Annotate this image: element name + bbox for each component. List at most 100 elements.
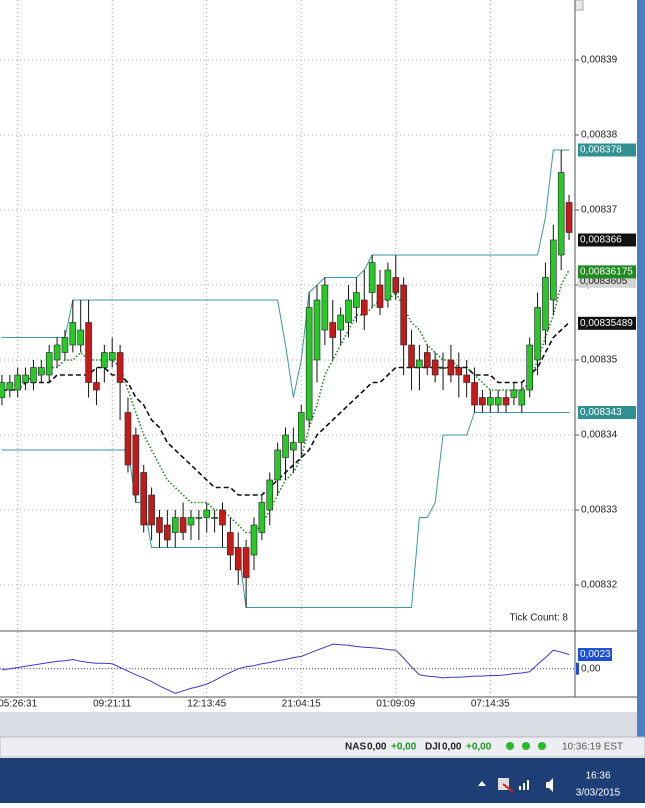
x-tick-label: 21:04:15	[282, 699, 321, 710]
price-label-box	[578, 265, 636, 279]
tray-icons[interactable]	[478, 778, 553, 793]
candle-body	[274, 449, 281, 481]
candle-body	[242, 547, 250, 578]
candle-body	[93, 382, 100, 391]
y-tick-label: 0,00837	[581, 205, 618, 216]
price-label: 0,00835489	[580, 318, 633, 329]
candle-body	[164, 524, 171, 541]
candle-body	[258, 502, 266, 533]
candle-body	[53, 344, 61, 361]
x-tick-label: 01:09:09	[376, 699, 415, 710]
x-tick-label: 07:14:35	[471, 699, 510, 710]
price-label: 0,008343	[580, 407, 622, 418]
candle-body	[6, 382, 14, 391]
candle-body	[557, 172, 565, 256]
last-value-box	[578, 648, 612, 662]
candle-body	[534, 307, 541, 361]
candle-body	[195, 517, 203, 519]
scroll-arrow[interactable]	[574, 0, 584, 11]
candle-body	[526, 344, 533, 391]
candle-body	[211, 517, 218, 519]
y-tick-label: 0,00832	[581, 580, 618, 591]
candle-body	[227, 532, 234, 556]
chart-layer: 05:26:31 09:21:11 12:13:45 21:04:15 01:09:09…	[0, 0, 636, 710]
candle-body	[360, 299, 368, 316]
candle-body	[305, 307, 313, 421]
candle-body	[266, 479, 274, 511]
price-label-box	[578, 143, 636, 157]
candle-body	[471, 382, 478, 406]
candle-body	[179, 517, 187, 533]
candle-body	[234, 547, 242, 571]
candle-body	[392, 277, 400, 293]
candle-body	[219, 509, 226, 526]
price-label-box	[578, 316, 636, 330]
clock-date: 3/03/2015	[576, 788, 621, 799]
oscillator-line	[1, 643, 570, 694]
candle-body	[479, 397, 486, 406]
candle-body	[250, 524, 258, 556]
candle-body	[171, 517, 179, 533]
candle-body	[447, 359, 455, 376]
dji-value: 0,00	[442, 742, 462, 753]
candle-body	[14, 374, 21, 391]
candle-body	[22, 374, 29, 383]
dji-label: DJI	[425, 742, 441, 753]
overlay-line	[1, 149, 570, 398]
candle-body	[132, 434, 140, 496]
candle-body	[518, 389, 526, 406]
candle-body	[463, 374, 470, 383]
candle-body	[140, 472, 148, 526]
candle-body	[423, 352, 431, 368]
y-tick-label: 0,00835	[581, 355, 618, 366]
x-tick-label: 12:13:45	[187, 699, 226, 710]
x-tick-label: 05:26:31	[0, 699, 38, 710]
candle-body	[345, 299, 352, 323]
candle-body	[510, 389, 518, 398]
candle-body	[203, 509, 211, 518]
candle-body	[455, 367, 463, 376]
candle-body	[486, 397, 494, 406]
clock-time: 16:36	[585, 771, 610, 782]
candle-body	[290, 442, 297, 451]
candle-body	[321, 284, 329, 331]
y-tick-marker	[576, 662, 579, 675]
price-label: 0,0083605	[580, 276, 628, 287]
candle-body	[77, 329, 85, 346]
candle-body	[502, 397, 510, 406]
y-tick-label: 0,00838	[581, 130, 618, 141]
candle-body	[61, 337, 69, 353]
candle-body	[101, 352, 108, 368]
candle-body	[85, 322, 92, 383]
price-label: 0,008366	[580, 235, 622, 246]
y-tick-label: 0,00839	[581, 55, 618, 66]
candle-body	[337, 314, 344, 331]
price-label-box	[578, 406, 636, 419]
nas-label: NAS	[345, 742, 366, 753]
last-value-label: 0,0023	[580, 649, 611, 660]
candle-body	[313, 299, 321, 361]
candle-body	[376, 284, 384, 308]
candle-body	[116, 352, 124, 383]
taskbar	[0, 758, 645, 803]
candle-body	[282, 434, 289, 458]
price-label-box	[578, 233, 636, 247]
candle-body	[187, 517, 195, 526]
candle-body	[297, 412, 305, 443]
candle-body	[353, 292, 360, 308]
candle-body	[38, 367, 45, 376]
candle-body	[550, 239, 557, 301]
status-bar	[0, 736, 645, 758]
candle-body	[431, 359, 439, 376]
window-frame	[637, 0, 645, 740]
candle-body	[408, 344, 415, 368]
candle-body	[45, 352, 53, 376]
nas-value: 0,00	[367, 742, 387, 753]
candle-body	[384, 269, 392, 301]
candle-body	[368, 262, 376, 293]
candle-body	[329, 322, 337, 338]
price-label: 0,00836175	[580, 267, 633, 278]
candle-body	[439, 367, 447, 369]
candle-body	[0, 382, 6, 398]
candle-body	[124, 412, 132, 466]
